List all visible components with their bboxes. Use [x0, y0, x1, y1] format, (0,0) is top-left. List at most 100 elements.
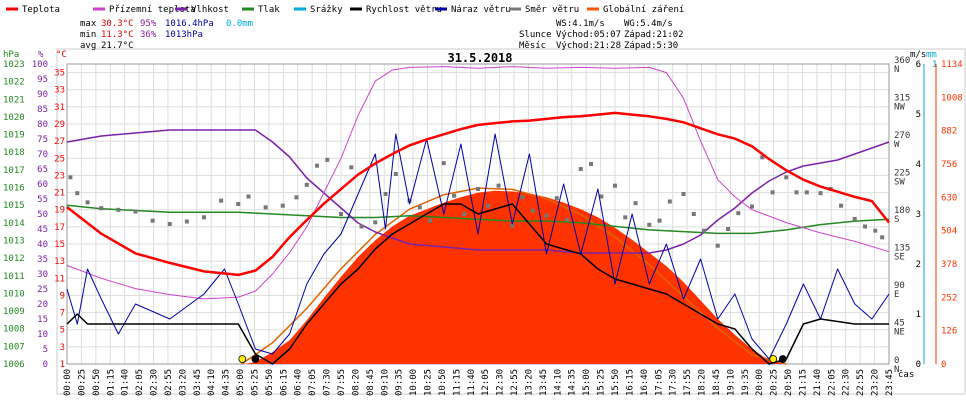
tick-direction-deg: 180	[894, 206, 910, 216]
tick-time: 19:10	[726, 369, 736, 396]
tick-celsius: 15	[54, 240, 65, 250]
wind-direction-point	[417, 205, 422, 210]
tick-percent: 80	[37, 120, 48, 130]
tick-time: 07:55	[337, 369, 347, 396]
tick-time: 17:30	[669, 369, 679, 396]
tick-time: 05:00	[236, 369, 246, 396]
info-moon-set: Západ:5:30	[624, 41, 678, 51]
wind-direction-point	[452, 193, 457, 198]
wind-direction-point	[760, 155, 765, 160]
tick-celsius: 11	[54, 274, 65, 284]
tick-time: 12:30	[496, 369, 506, 396]
tick-percent: 100	[32, 60, 48, 70]
tick-time: 09:10	[380, 369, 390, 396]
tick-celsius: 29	[54, 120, 65, 130]
tick-radiation: 126	[941, 327, 957, 337]
tick-percent: 85	[37, 105, 48, 115]
wind-direction-point	[85, 200, 90, 205]
tick-time: 15:25	[597, 369, 607, 396]
wind-direction-point	[863, 224, 868, 229]
wind-direction-point	[116, 207, 121, 212]
tick-percent: 20	[37, 300, 48, 310]
wind-direction-point	[280, 203, 285, 208]
tick-time: 11:40	[467, 369, 477, 396]
wind-direction-point	[441, 161, 446, 166]
series-wind-speed	[66, 203, 889, 365]
wind-direction-point	[726, 227, 731, 231]
tick-celsius: 1	[60, 360, 65, 370]
tick-hpa: 1015	[3, 201, 25, 211]
tick-time: 20:00	[755, 369, 765, 396]
tick-direction-name: SE	[894, 253, 905, 263]
tick-percent: 10	[37, 330, 48, 340]
tick-time: 15:00	[582, 369, 592, 396]
wind-direction-point	[554, 196, 559, 201]
tick-ms: 3	[916, 210, 921, 220]
wind-direction-point	[702, 228, 707, 233]
wind-direction-point	[510, 223, 515, 228]
wind-direction-point	[873, 228, 878, 233]
tick-time: 22:05	[827, 369, 837, 396]
legend-label: Vlhkost	[191, 5, 229, 15]
tick-direction-deg: 360	[894, 56, 910, 66]
tick-direction-name: N	[894, 365, 899, 375]
tick-ms: 5	[916, 110, 921, 120]
tick-time: 04:10	[207, 369, 217, 396]
tick-ms: 0	[916, 360, 921, 370]
tick-percent: 70	[37, 150, 48, 160]
tick-time: 20:50	[784, 369, 794, 396]
tick-percent: 30	[37, 270, 48, 280]
tick-time: 16:40	[640, 369, 650, 396]
wind-direction-point	[647, 222, 652, 227]
tick-time: 04:35	[222, 369, 232, 396]
tick-hpa: 1016	[3, 184, 25, 194]
tick-celsius: 35	[54, 69, 65, 79]
wind-direction-point	[339, 212, 343, 216]
tick-hpa: 1022	[3, 78, 25, 88]
tick-celsius: 5	[60, 326, 65, 336]
wind-direction-point	[839, 203, 844, 208]
tick-hpa: 1019	[3, 131, 25, 141]
tick-percent: 15	[37, 315, 48, 325]
tick-time: 21:15	[798, 369, 808, 396]
stat-max-press: 1016.4hPa	[165, 19, 214, 29]
wind-direction-point	[486, 203, 491, 208]
series-ground-temperature	[66, 66, 890, 300]
tick-percent: 0	[43, 360, 48, 370]
tick-celsius: 31	[54, 103, 65, 113]
axis-unit-mm: mm	[926, 50, 937, 60]
tick-ms: 4	[916, 160, 921, 170]
tick-percent: 55	[37, 195, 48, 205]
stat-min-label: min	[80, 30, 96, 40]
tick-time: 05:25	[250, 369, 260, 396]
wind-direction-point	[623, 215, 628, 220]
tick-time: 03:45	[193, 369, 203, 396]
tick-hpa: 1008	[3, 325, 25, 335]
wind-direction-point	[784, 175, 789, 180]
tick-hpa: 1014	[3, 219, 25, 229]
info-sun-label: Slunce	[519, 30, 552, 40]
wind-direction-point	[681, 192, 686, 196]
tick-hpa: 1011	[3, 272, 25, 282]
axis-unit-percent: %	[38, 50, 44, 60]
series	[66, 66, 890, 365]
info-ws: WS:4.1m/s	[556, 19, 605, 29]
tick-time: 17:05	[654, 369, 664, 396]
tick-time: 10:00	[409, 369, 419, 396]
tick-time: 02:05	[135, 369, 145, 396]
tick-radiation: 378	[941, 260, 957, 270]
stat-min-temp: 11.3°C	[101, 30, 134, 40]
tick-hpa: 1006	[3, 360, 25, 370]
tick-time: 06:40	[294, 369, 304, 396]
axis-unit-celsius: °C	[56, 50, 67, 60]
tick-direction-deg: 0	[894, 356, 899, 366]
tick-celsius: 9	[60, 291, 65, 301]
wind-direction-point	[804, 190, 809, 195]
wind-direction-point	[633, 201, 638, 206]
tick-time: 10:25	[424, 369, 434, 396]
tick-ms: 6	[916, 60, 921, 70]
wind-direction-point	[736, 211, 741, 216]
tick-radiation: 630	[941, 193, 957, 203]
axes: hPa% °C1006100710081009101010111012101310…	[3, 50, 963, 396]
